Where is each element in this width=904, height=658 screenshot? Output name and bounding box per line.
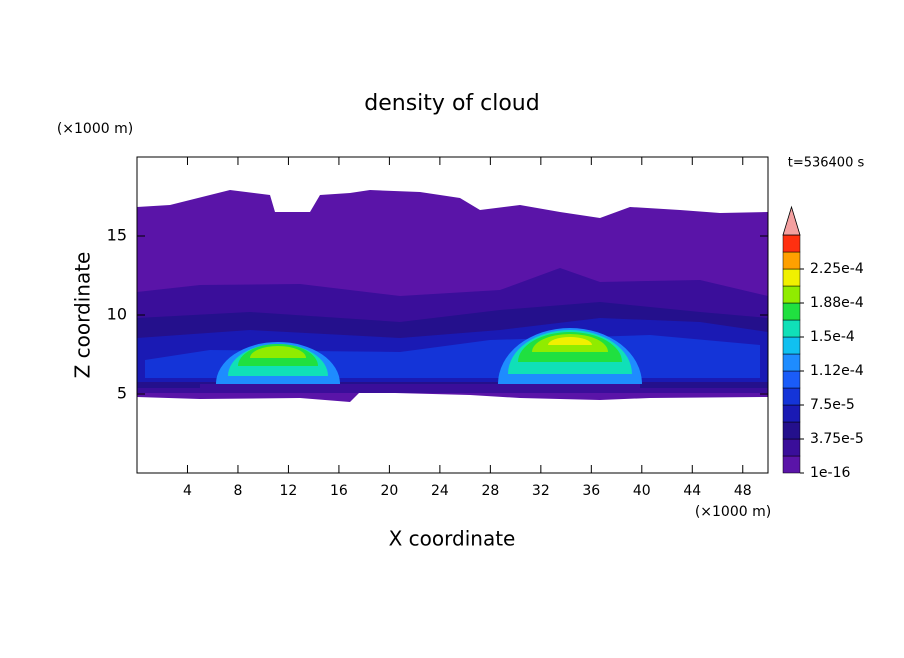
- x-tick-label: 16: [330, 483, 348, 499]
- colorbar-band: [782, 319, 801, 338]
- colorbar-label: 1.88e-4: [810, 295, 864, 311]
- x-tick-label: 4: [183, 483, 192, 499]
- x-tick-label: 32: [532, 483, 550, 499]
- colorbar-label: 3.75e-5: [810, 431, 864, 447]
- y-tick-label: 15: [107, 226, 127, 245]
- colorbar-label: 1e-16: [810, 465, 850, 481]
- colorbar-label: 1.5e-4: [810, 329, 855, 345]
- y-tick-label: 5: [117, 384, 127, 403]
- cloud-base: [200, 384, 640, 390]
- x-axis-label: X coordinate: [389, 527, 516, 551]
- x-tick-label: 36: [582, 483, 600, 499]
- cloud-bump: [250, 346, 306, 358]
- colorbar-band: [782, 353, 801, 372]
- colorbar-label: 1.12e-4: [810, 363, 864, 379]
- chart-title: density of cloud: [364, 91, 539, 116]
- x-unit: (×1000 m): [695, 504, 771, 520]
- x-tick-label: 8: [233, 483, 242, 499]
- x-tick-label: 44: [683, 483, 701, 499]
- colorbar-band: [782, 268, 801, 287]
- colorbar-band: [782, 234, 801, 253]
- y-tick-label: 10: [107, 305, 127, 324]
- colorbar-extend: [782, 205, 801, 236]
- colorbar-band: [782, 251, 801, 270]
- time-label: t=536400 s: [788, 156, 865, 171]
- y-axis-label: Z coordinate: [71, 252, 95, 379]
- x-tick-label: 20: [380, 483, 398, 499]
- colorbar-label: 7.5e-5: [810, 397, 855, 413]
- colorbar-band: [782, 302, 801, 321]
- colorbar-band: [782, 438, 801, 457]
- y-unit: (×1000 m): [57, 121, 133, 137]
- colorbar-band: [782, 421, 801, 440]
- colorbar-band: [782, 336, 801, 355]
- colorbar-band: [782, 370, 801, 389]
- cloud-bump: [548, 337, 592, 345]
- x-tick-label: 28: [481, 483, 499, 499]
- x-tick-label: 24: [431, 483, 449, 499]
- x-tick-label: 40: [633, 483, 651, 499]
- x-tick-label: 48: [734, 483, 752, 499]
- x-tick-label: 12: [280, 483, 298, 499]
- contour-field: [137, 190, 768, 402]
- colorbar-band: [782, 404, 801, 423]
- colorbar-band: [782, 455, 801, 474]
- colorbar-band: [782, 387, 801, 406]
- colorbar-band: [782, 285, 801, 304]
- colorbar-label: 2.25e-4: [810, 261, 864, 277]
